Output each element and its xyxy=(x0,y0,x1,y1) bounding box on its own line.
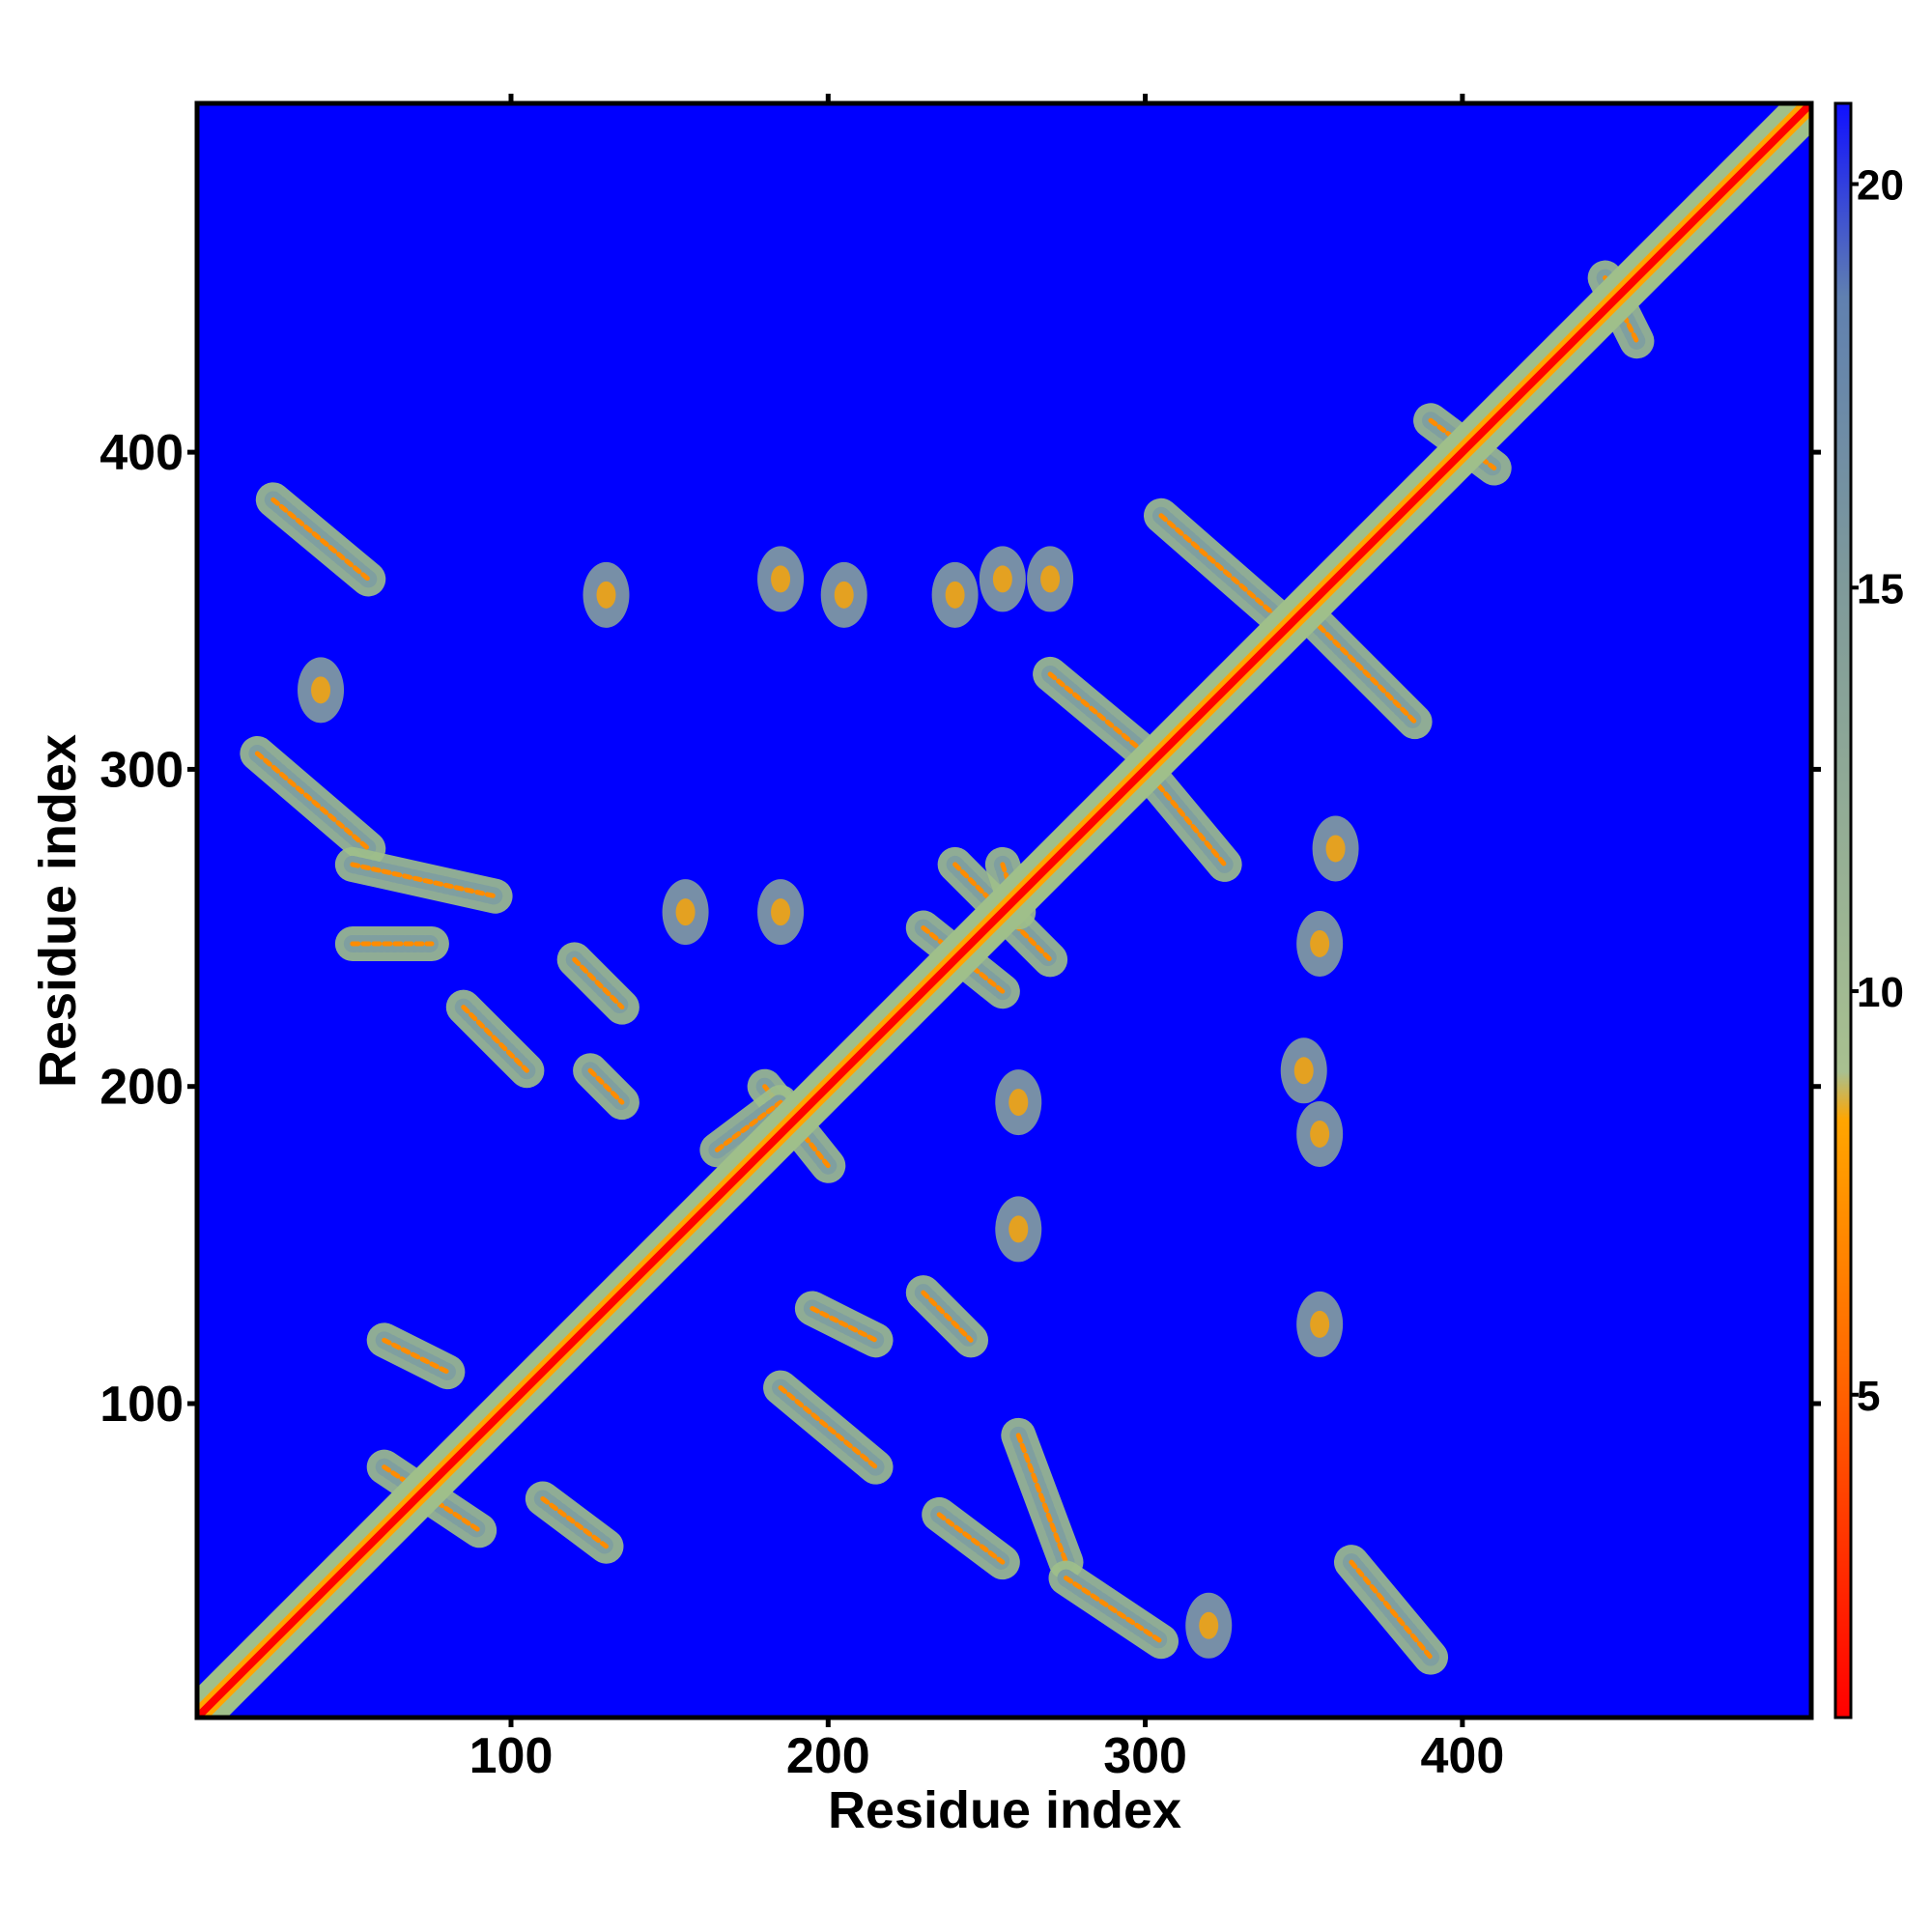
contact-cluster-core xyxy=(1009,1215,1029,1243)
contact-cluster-core xyxy=(771,898,791,926)
contact-band-core xyxy=(810,1306,879,1343)
colorbar-tick-label: 10 xyxy=(1857,969,1904,1016)
contact-cluster-core xyxy=(1310,1310,1330,1338)
contact-cluster-core xyxy=(1009,1089,1029,1117)
contact-cluster-core xyxy=(675,898,696,926)
contact-band-core xyxy=(1064,1576,1164,1644)
contact-cluster xyxy=(995,1069,1042,1136)
contact-band-core xyxy=(540,1495,609,1549)
contact-band xyxy=(366,1322,466,1390)
x-tick-label: 300 xyxy=(1103,1728,1187,1784)
contact-band-core xyxy=(1015,1433,1069,1565)
contact-band xyxy=(240,735,386,867)
contact-cluster-core xyxy=(311,676,331,704)
colorbar: 5 10 15 20 xyxy=(1833,101,1904,1719)
contact-cluster-core xyxy=(1325,835,1346,863)
contact-band xyxy=(1048,1560,1179,1660)
contact-band xyxy=(1302,609,1433,740)
y-tick-label: 400 xyxy=(99,425,184,481)
contact-band-core xyxy=(572,956,625,1010)
colorbar-tick-label: 5 xyxy=(1857,1373,1880,1420)
contact-band xyxy=(763,1370,894,1485)
contact-band-core xyxy=(714,1099,783,1152)
contact-cluster-core xyxy=(1293,1057,1314,1085)
contact-cluster xyxy=(298,657,345,724)
y-axis: 100 200 300 400 xyxy=(99,425,1821,1433)
y-tick-label: 300 xyxy=(99,742,184,798)
contact-cluster-core xyxy=(771,565,791,593)
contact-cluster-core xyxy=(1040,565,1061,593)
contact-band-core xyxy=(1047,671,1149,756)
colorbar-gradient xyxy=(1835,103,1851,1718)
contact-cluster xyxy=(582,561,630,628)
contact-band-core xyxy=(461,1005,529,1073)
plot-frame xyxy=(194,100,1814,1720)
contact-band-core xyxy=(270,497,371,582)
contact-band xyxy=(573,1053,639,1121)
contact-band xyxy=(525,1481,624,1564)
y-tick-label: 200 xyxy=(99,1060,184,1116)
x-axis: 100 200 300 400 xyxy=(469,94,1504,1784)
contact-cluster xyxy=(757,879,805,946)
contact-cluster-core xyxy=(1199,1611,1219,1639)
main-diagonal xyxy=(197,103,1811,1718)
contact-cluster-core xyxy=(945,581,965,609)
contact-cluster-core xyxy=(834,581,854,609)
contact-cluster xyxy=(1296,1291,1344,1357)
contact-band-core xyxy=(382,1337,450,1375)
contact-cluster xyxy=(1312,815,1359,882)
contact-cluster xyxy=(1296,910,1344,977)
contact-band-core xyxy=(778,1385,879,1470)
x-axis-title: Residue index xyxy=(828,1781,1181,1839)
contact-band xyxy=(445,989,545,1089)
contact-cluster xyxy=(820,561,867,628)
colorbar-ticks: 5 10 15 20 xyxy=(1851,162,1904,1420)
contact-cluster xyxy=(1280,1037,1327,1104)
colorbar-frame xyxy=(1833,101,1853,1719)
contact-cluster xyxy=(1296,1100,1344,1167)
colorbar-tick-label: 20 xyxy=(1857,162,1904,210)
contact-band xyxy=(334,846,513,914)
diagonal-core xyxy=(197,103,1811,1718)
contact-band xyxy=(1033,656,1163,771)
contact-band xyxy=(794,1291,894,1358)
colorbar-tick-label: 15 xyxy=(1857,565,1904,612)
contact-band-core xyxy=(936,1512,1006,1565)
contact-band xyxy=(556,942,639,1025)
contact-band-core xyxy=(1158,513,1291,630)
contact-band xyxy=(699,1085,799,1168)
contact-cluster xyxy=(757,546,805,612)
contact-clusters xyxy=(298,546,1359,1659)
contact-cluster-core xyxy=(596,581,616,609)
contact-band xyxy=(1144,497,1306,644)
contact-cluster xyxy=(995,1196,1042,1263)
contact-band-core xyxy=(921,1290,974,1343)
y-axis-title: Residue index xyxy=(29,734,87,1088)
contact-cluster-core xyxy=(1310,1120,1330,1148)
x-tick-label: 200 xyxy=(786,1728,870,1784)
x-tick-label: 100 xyxy=(469,1728,554,1784)
contact-band xyxy=(905,1275,989,1358)
contact-band xyxy=(1001,1417,1084,1580)
contact-band xyxy=(1333,1545,1449,1675)
contact-cluster xyxy=(931,561,979,628)
contact-cluster xyxy=(1027,546,1074,612)
contact-band-core xyxy=(254,751,371,851)
contact-cluster xyxy=(1185,1592,1233,1659)
contact-band xyxy=(255,482,386,597)
contact-cluster xyxy=(979,546,1026,612)
contact-band-core xyxy=(1349,1559,1434,1661)
contact-band-core xyxy=(350,862,498,899)
contact-cluster-core xyxy=(1310,929,1330,957)
contact-cluster xyxy=(662,879,709,946)
y-tick-label: 100 xyxy=(99,1377,184,1433)
contact-band-core xyxy=(587,1067,625,1105)
contact-band xyxy=(922,1496,1020,1580)
x-tick-label: 400 xyxy=(1420,1728,1504,1784)
contact-cluster-core xyxy=(992,565,1012,593)
contact-band-core xyxy=(1317,624,1418,724)
